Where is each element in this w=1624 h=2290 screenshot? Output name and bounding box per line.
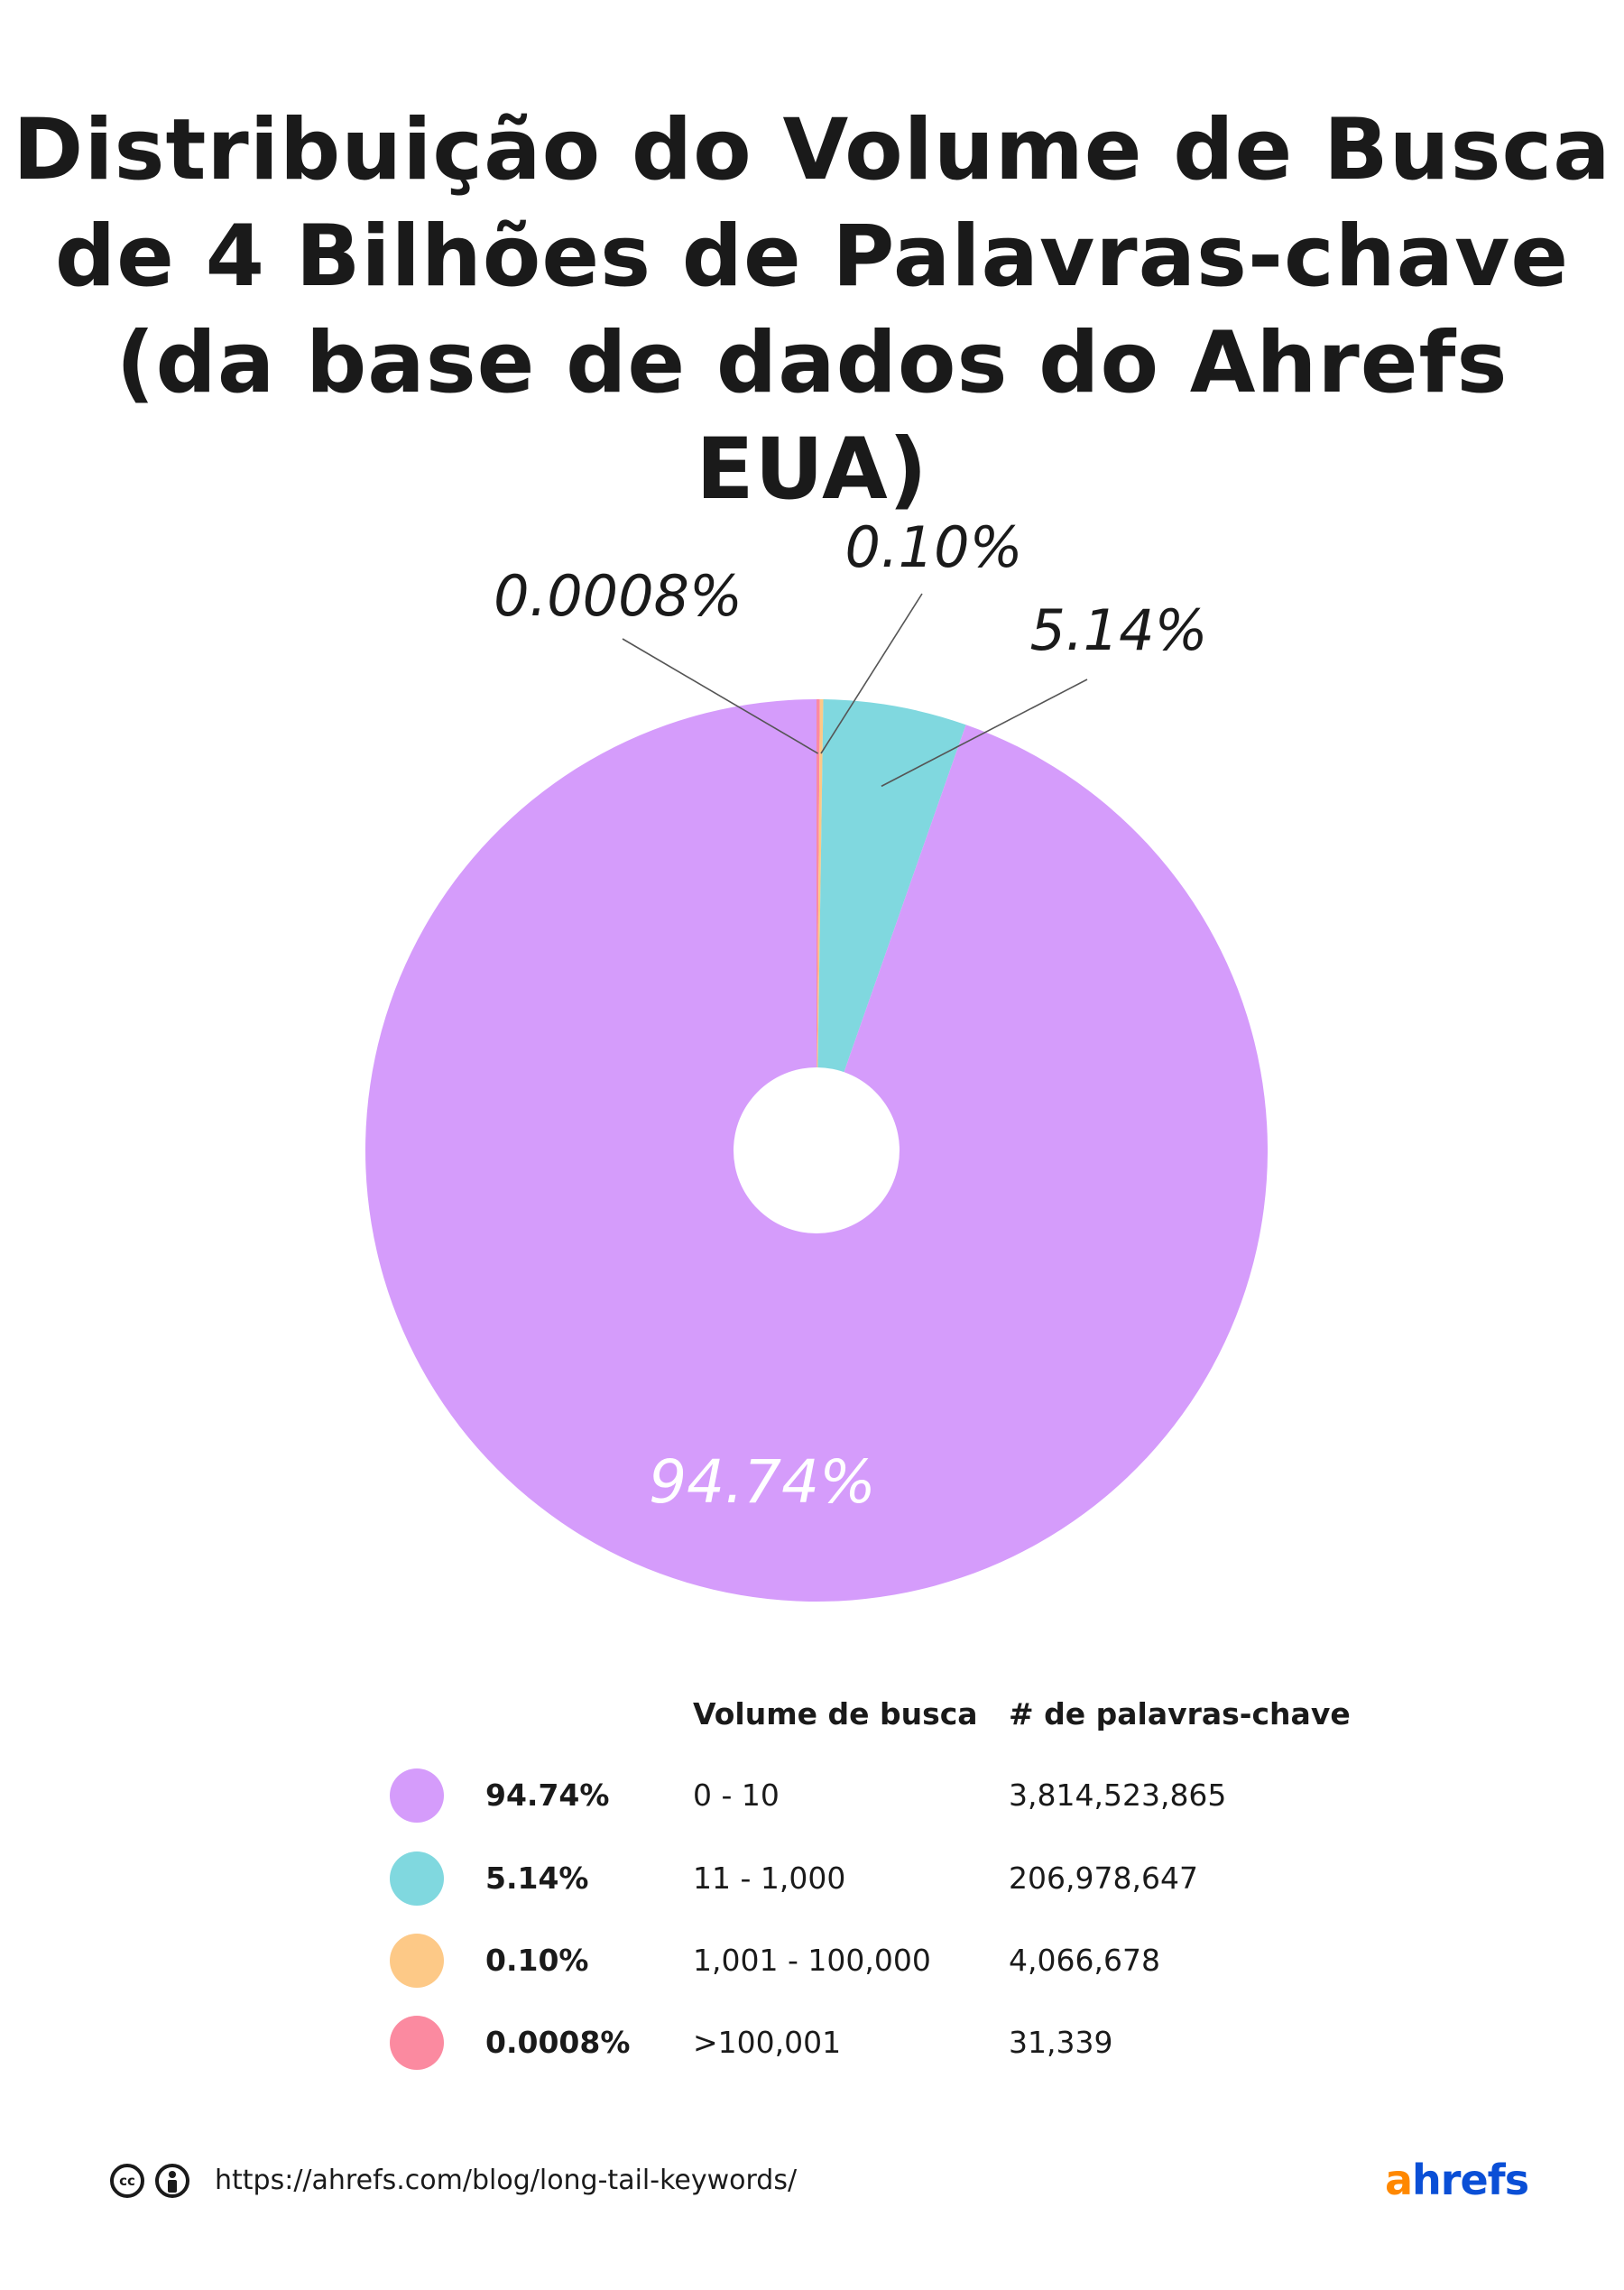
slice-label: 0.0008%	[494, 563, 743, 629]
title-line: (da base de dados do Ahrefs EUA)	[115, 314, 1509, 519]
donut-hole	[734, 1067, 900, 1233]
slice-label: 5.14%	[1030, 597, 1208, 663]
pie-slice	[817, 699, 820, 1150]
ahrefs-logo[interactable]: ahrefs	[1385, 2156, 1529, 2204]
leader-line	[622, 638, 819, 754]
slice-label: 94.74%	[649, 1447, 876, 1517]
source-link[interactable]: https://ahrefs.com/blog/long-tail-keywor…	[215, 2165, 798, 2196]
leader-line	[881, 679, 1088, 788]
attribution-icon	[155, 2164, 189, 2198]
attribution-icon-head	[169, 2171, 176, 2178]
title-line: de 4 Bilhões de Palavras-chave	[54, 208, 1570, 306]
chart-title: Distribuição do Volume de Busca de 4 Bil…	[0, 97, 1624, 523]
cc-icon: cc	[110, 2164, 144, 2198]
pie-slice	[817, 699, 824, 1150]
pie-slice	[817, 699, 966, 1150]
footer: cc https://ahrefs.com/blog/long-tail-key…	[0, 2156, 1624, 2206]
attribution-icon-body	[168, 2180, 177, 2193]
slice-labels: 0.0008% 0.10%5.14% 94.74%	[494, 514, 1207, 1517]
logo-a: a	[1385, 2156, 1413, 2204]
leader-lines	[622, 593, 1088, 788]
logo-rest: hrefs	[1412, 2156, 1529, 2204]
title-line: Distribuição do Volume de Busca	[13, 101, 1611, 199]
slice-label: 0.10%	[845, 514, 1023, 580]
leader-line	[820, 593, 923, 754]
